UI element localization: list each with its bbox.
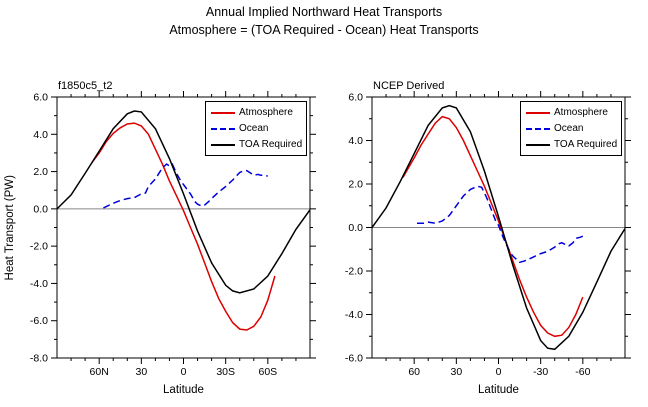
left-x-axis-label: Latitude xyxy=(163,384,204,396)
toa-required-line-sample xyxy=(526,143,550,146)
legend-item-atmosphere: Atmosphere xyxy=(526,106,616,119)
y-axis-label-wrap: Heat Transport (PW) xyxy=(4,97,16,358)
y-axis-label: Heat Transport (PW) xyxy=(4,174,16,281)
right-panel: NCEP Derived 60 30 0 -30 -60 6.0 4.0 2.0 0.0 -2.0… xyxy=(345,80,631,396)
right-heat-transport-plot: 60 30 0 -30 -60 6.0 4.0 2.0 0.0 -2.0 -4.0 -6.0 xyxy=(345,91,631,378)
svg-text:-6.0: -6.0 xyxy=(30,315,48,327)
svg-text:-8.0: -8.0 xyxy=(30,353,48,365)
toa-required-line-sample xyxy=(211,143,235,146)
legend-label-ocean: Ocean xyxy=(239,123,269,134)
left-panel-title: f1850c5_t2 xyxy=(58,80,113,92)
svg-text:-4.0: -4.0 xyxy=(30,278,48,290)
left-panel: f1850c5_t2 60N 30 0 30S 60S 6.0 4.0 2.0 0.0 -2.0 -… xyxy=(30,80,316,396)
legend-item-ocean: Ocean xyxy=(526,122,616,135)
right-panel-title: NCEP Derived xyxy=(373,80,445,92)
svg-text:30: 30 xyxy=(135,366,147,378)
legend-item-ocean: Ocean xyxy=(211,122,301,135)
svg-text:-6.0: -6.0 xyxy=(345,353,363,365)
svg-text:60S: 60S xyxy=(258,366,277,378)
legend-label-atmosphere: Atmosphere xyxy=(239,107,293,118)
svg-text:-2.0: -2.0 xyxy=(345,266,363,278)
svg-text:6.0: 6.0 xyxy=(33,92,48,104)
svg-text:-30: -30 xyxy=(533,366,548,378)
legend-item-atmosphere: Atmosphere xyxy=(211,106,301,119)
svg-text:2.0: 2.0 xyxy=(33,166,48,178)
figure-title-line1: Annual Implied Northward Heat Transports xyxy=(205,5,443,19)
ocean-line-sample xyxy=(211,127,235,130)
svg-text:30: 30 xyxy=(450,366,462,378)
svg-text:4.0: 4.0 xyxy=(348,135,363,147)
svg-text:2.0: 2.0 xyxy=(348,179,363,191)
figure-title-line2: Atmosphere = (TOA Required - Ocean) Heat… xyxy=(169,23,479,37)
svg-text:60: 60 xyxy=(408,366,420,378)
legend-label-ocean: Ocean xyxy=(554,123,584,134)
svg-text:-2.0: -2.0 xyxy=(30,241,48,253)
svg-text:30S: 30S xyxy=(216,366,235,378)
svg-text:-4.0: -4.0 xyxy=(345,309,363,321)
ocean-line-sample xyxy=(526,127,550,130)
svg-text:60N: 60N xyxy=(90,366,109,378)
right-x-axis-label: Latitude xyxy=(478,384,519,396)
svg-text:4.0: 4.0 xyxy=(33,129,48,141)
svg-text:0.0: 0.0 xyxy=(33,203,48,215)
svg-text:-60: -60 xyxy=(575,366,590,378)
svg-text:0.0: 0.0 xyxy=(348,222,363,234)
left-heat-transport-plot: 60N 30 0 30S 60S 6.0 4.0 2.0 0.0 -2.0 -4.0 -6.0 -8.0 xyxy=(30,91,316,378)
legend-label-atmosphere: Atmosphere xyxy=(554,107,608,118)
svg-text:6.0: 6.0 xyxy=(348,92,363,104)
atmosphere-line-sample xyxy=(211,111,235,114)
legend-item-toa-required: TOA Required xyxy=(211,138,303,151)
right-legend: Atmosphere Ocean TOA Required xyxy=(520,101,622,156)
atmosphere-line-sample xyxy=(526,111,550,114)
left-legend: Atmosphere Ocean TOA Required xyxy=(205,101,307,156)
legend-item-toa-required: TOA Required xyxy=(526,138,618,151)
legend-label-toa-required: TOA Required xyxy=(554,139,618,150)
svg-text:0: 0 xyxy=(496,366,502,378)
legend-label-toa-required: TOA Required xyxy=(239,139,303,150)
svg-text:0: 0 xyxy=(181,366,187,378)
